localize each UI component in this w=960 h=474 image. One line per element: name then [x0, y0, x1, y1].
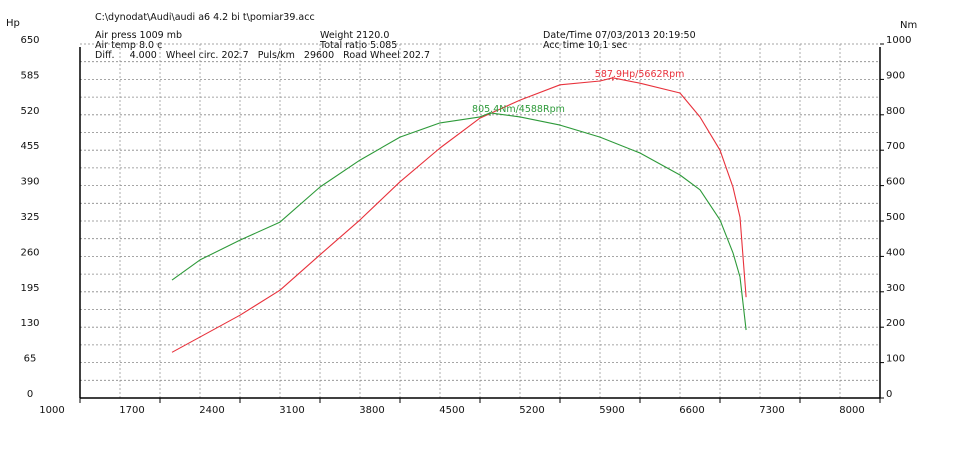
left-y-tick-label: 65: [24, 354, 37, 365]
series-group: [171, 77, 747, 353]
x-tick-label: 7300: [759, 405, 784, 416]
x-tick-label: 6600: [679, 405, 704, 416]
left-y-tick-label: 585: [20, 70, 39, 81]
grid: [80, 43, 880, 398]
right-axis-unit: Nm: [900, 20, 917, 31]
x-tick-label: 8000: [839, 405, 864, 416]
right-y-tick-label: 1000: [886, 35, 911, 46]
x-tick-label: 1700: [119, 405, 144, 416]
annotations: 587.9Hp/5662Rpm 805.4Nm/4588Rpm: [472, 69, 684, 116]
left-y-tick-label: 260: [20, 247, 39, 258]
left-y-tick-label: 130: [20, 318, 39, 329]
right-y-tick-label: 900: [886, 70, 905, 81]
right-y-tick-label: 300: [886, 283, 905, 294]
file-title: C:\dynodat\Audi\audi a6 4.2 bi t\pomiar3…: [95, 12, 315, 23]
x-tick-label: 2400: [199, 405, 224, 416]
weight: Weight 2120.0: [320, 30, 389, 41]
right-y-tick-label: 400: [886, 247, 905, 258]
acc-time: Acc time 10.1 sec: [543, 40, 627, 51]
power-curve: [171, 77, 747, 353]
left-y-tick-label: 195: [20, 283, 39, 294]
air-press: Air press 1009 mb: [95, 30, 182, 41]
right-y-tick-label: 500: [886, 212, 905, 223]
right-y-tick-label: 700: [886, 141, 905, 152]
x-tick-label: 1000: [39, 405, 64, 416]
left-y-tick-label: 455: [20, 141, 39, 152]
peak-label: 587.9Hp/5662Rpm: [595, 69, 685, 80]
right-y-tick-label: 800: [886, 106, 905, 117]
axes: 1000 1700 2400 3100 3800 4500 5200 5900 6600 7300…: [20, 35, 911, 416]
peak-label: 805.4Nm/4588Rpm: [472, 104, 565, 115]
diff-info: Diff. 4.000 Wheel circ. 202.7 Puls/km 29…: [95, 50, 430, 61]
x-tick-label: 3800: [359, 405, 384, 416]
right-y-tick-label: 600: [886, 177, 905, 188]
date-time: Date/Time 07/03/2013 20:19:50: [543, 30, 696, 41]
right-y-tick-label: 100: [886, 354, 905, 365]
left-y-tick-label: 520: [20, 106, 39, 117]
right-y-tick-label: 0: [886, 389, 892, 400]
x-tick-label: 4500: [439, 405, 464, 416]
left-y-tick-label: 390: [20, 177, 39, 188]
x-tick-label: 5900: [599, 405, 624, 416]
left-y-tick-label: 0: [27, 389, 33, 400]
right-y-tick-label: 200: [886, 318, 905, 329]
torque-curve: [171, 112, 747, 331]
left-y-tick-label: 325: [20, 212, 39, 223]
x-tick-label: 3100: [279, 405, 304, 416]
left-y-tick-label: 650: [20, 35, 39, 46]
x-tick-label: 5200: [519, 405, 544, 416]
left-axis-unit: Hp: [6, 18, 20, 29]
total-ratio: Total ratio 5.085: [319, 40, 397, 51]
air-temp: Air temp 8.0 c: [95, 40, 162, 51]
